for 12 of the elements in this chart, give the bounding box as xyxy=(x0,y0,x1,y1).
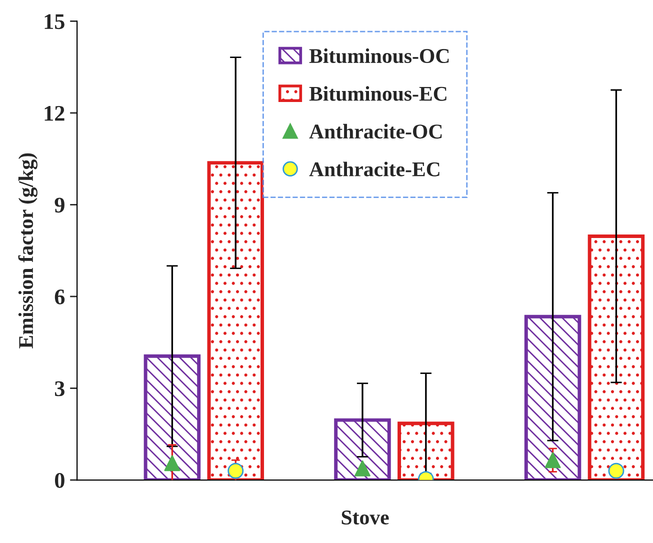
legend-label: Anthracite-EC xyxy=(309,162,440,176)
legend-label: Bituminous-EC xyxy=(309,86,446,101)
y-tick-label: 9 xyxy=(54,198,64,213)
x-axis-title: Stove xyxy=(342,510,389,525)
legend-label: Anthracite-OC xyxy=(309,124,442,139)
y-axis-title: Emission factor (g/kg) xyxy=(18,153,38,348)
legend-label: Bituminous-OC xyxy=(309,48,449,64)
y-tick-label: 3 xyxy=(54,381,64,396)
y-tick-label: 12 xyxy=(44,106,64,121)
y-tick-label: 6 xyxy=(54,289,65,304)
y-tick-label: 0 xyxy=(54,472,64,488)
y-tick-label: 15 xyxy=(44,14,64,30)
